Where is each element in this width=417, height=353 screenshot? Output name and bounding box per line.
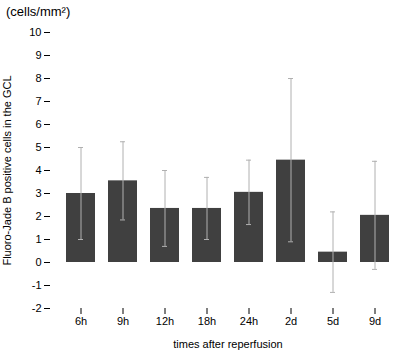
svg-text:7: 7 (35, 95, 41, 107)
svg-text:Fluoro-Jade B positive cells i: Fluoro-Jade B positive cells in the GCL (1, 75, 13, 265)
svg-text:3: 3 (35, 187, 41, 199)
svg-text:24h: 24h (240, 315, 258, 327)
svg-text:0: 0 (35, 256, 41, 268)
svg-text:10: 10 (29, 26, 41, 38)
svg-text:5: 5 (35, 141, 41, 153)
svg-text:-2: -2 (32, 302, 42, 314)
svg-text:times after reperfusion: times after reperfusion (173, 338, 282, 350)
svg-text:18h: 18h (198, 315, 216, 327)
svg-text:6: 6 (35, 118, 41, 130)
svg-text:5d: 5d (327, 315, 339, 327)
svg-text:9h: 9h (117, 315, 129, 327)
svg-text:2d: 2d (285, 315, 297, 327)
svg-text:1: 1 (35, 233, 41, 245)
svg-text:6h: 6h (75, 315, 87, 327)
svg-text:2: 2 (35, 210, 41, 222)
svg-text:4: 4 (35, 164, 41, 176)
svg-text:12h: 12h (156, 315, 174, 327)
svg-text:9: 9 (35, 49, 41, 61)
svg-text:-1: -1 (32, 279, 42, 291)
svg-text:9d: 9d (369, 315, 381, 327)
svg-text:8: 8 (35, 72, 41, 84)
html-text:(cells/mm²): (cells/mm²) (6, 4, 71, 19)
